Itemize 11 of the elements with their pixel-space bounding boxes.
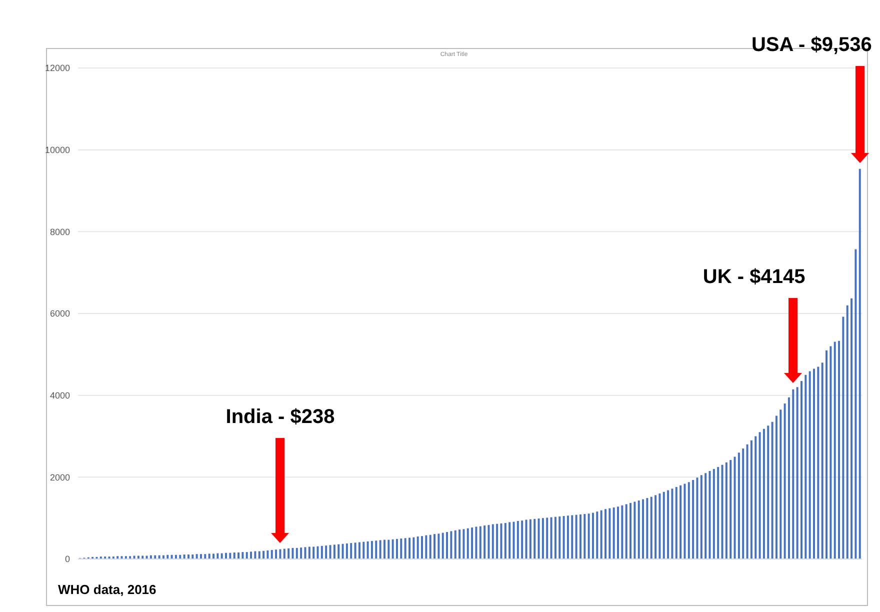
y-tick-label: 6000 — [50, 308, 70, 319]
annotation: India - $238 — [226, 406, 335, 429]
text: USA - $9,536 — [751, 34, 872, 57]
y-tick-label: 4000 — [50, 390, 70, 401]
y-tick-label: 2000 — [50, 472, 70, 482]
text: WHO data, 2016 — [58, 582, 156, 597]
y-tick-label: 10000 — [44, 145, 70, 156]
annotation: UK - $4145 — [702, 266, 806, 289]
y-tick-label: 8000 — [50, 226, 70, 237]
y-tick-label: 0 — [64, 554, 70, 564]
y-tick-label: 12000 — [44, 63, 70, 74]
